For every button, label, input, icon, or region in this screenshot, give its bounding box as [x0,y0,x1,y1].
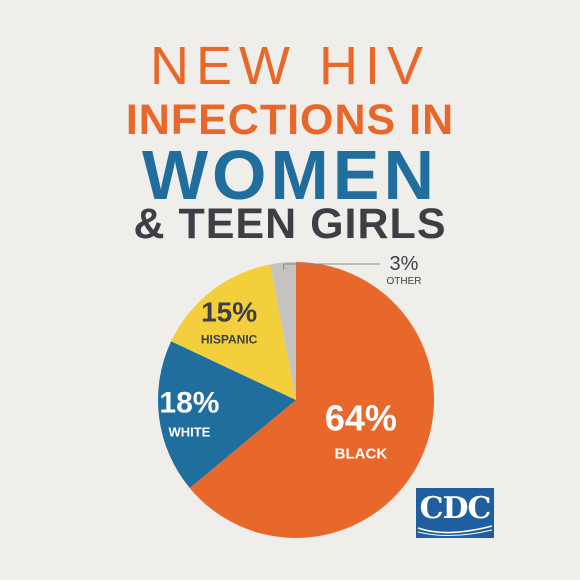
slice-value-white: 18% [159,386,219,419]
slice-value-hispanic: 15% [201,296,257,327]
slice-value-black: 64% [325,398,397,439]
title-line-4: & TEEN GIRLS [133,200,447,248]
swoosh-icon [417,525,493,537]
title-line-3: WOMEN [141,136,439,214]
cdc-logo-text: CDC [419,491,492,526]
slice-label-hispanic: HISPANIC [201,332,258,346]
leader-line-other [283,263,380,270]
title-line-2: INFECTIONS IN [125,96,455,144]
slice-value-other: 3% [390,253,419,275]
pie-slice-black [189,262,434,538]
slice-label-black: BLACK [335,446,388,463]
cdc-logo: CDC [416,488,494,538]
pie-slice-hispanic [171,264,296,400]
pie-slice-white [157,341,296,488]
slice-label-other: OTHER [387,276,422,287]
title-line-1: NEW HIV [149,36,430,96]
slice-label-white: WHITE [168,424,210,439]
pie-slice-other [270,262,296,400]
